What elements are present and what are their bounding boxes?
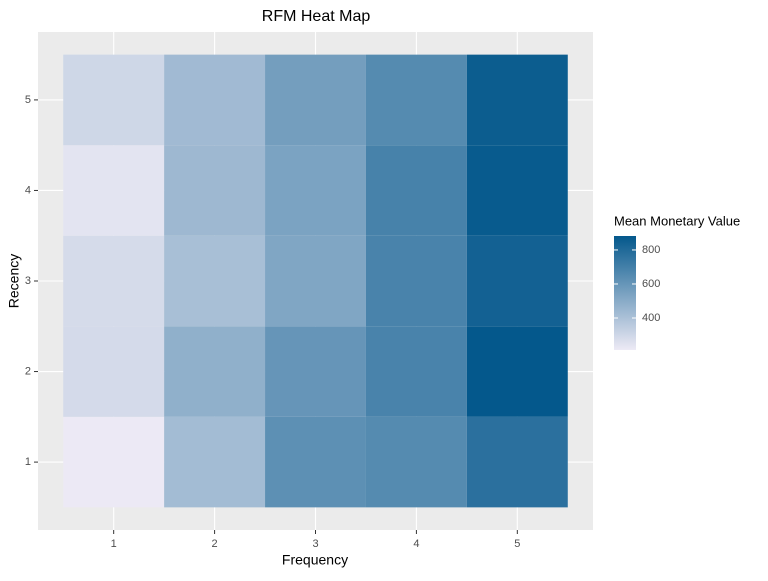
heat-cell xyxy=(63,54,165,146)
legend-tick-label: 800 xyxy=(642,244,660,256)
heat-cell xyxy=(265,54,366,146)
heat-cell xyxy=(164,416,266,508)
y-tick-label: 2 xyxy=(25,365,31,377)
heat-cell xyxy=(164,326,266,417)
x-axis-label: Frequency xyxy=(282,552,348,568)
heat-cell xyxy=(63,326,165,417)
legend-colorbar xyxy=(614,236,636,350)
heat-cell xyxy=(164,54,266,146)
heat-cell xyxy=(265,145,366,236)
heat-cell xyxy=(365,54,467,146)
y-axis-label: Recency xyxy=(6,254,22,308)
x-tick-label: 1 xyxy=(111,538,117,550)
heat-cell xyxy=(63,416,165,508)
heat-cell xyxy=(365,235,467,327)
heat-cell xyxy=(466,326,568,417)
heat-cell xyxy=(164,235,266,327)
heat-cell xyxy=(466,416,568,508)
x-tick-label: 5 xyxy=(514,538,520,550)
heat-cell xyxy=(265,326,366,417)
heat-cell xyxy=(164,145,266,236)
heat-cell xyxy=(63,235,165,327)
x-tick-label: 3 xyxy=(312,538,318,550)
legend-tick-label: 400 xyxy=(642,312,660,324)
heat-cell xyxy=(365,326,467,417)
y-tick-label: 5 xyxy=(25,94,31,106)
heat-cell xyxy=(365,145,467,236)
legend-tick-label: 600 xyxy=(642,278,660,290)
heat-cell xyxy=(466,54,568,146)
heat-cell xyxy=(265,416,366,508)
chart-title: RFM Heat Map xyxy=(262,8,371,25)
y-tick-label: 1 xyxy=(25,456,31,468)
legend-title: Mean Monetary Value xyxy=(614,213,740,228)
heat-cell xyxy=(466,235,568,327)
heat-cell xyxy=(63,145,165,236)
y-tick-label: 4 xyxy=(25,184,31,196)
heat-cell xyxy=(466,145,568,236)
x-tick-label: 2 xyxy=(212,538,218,550)
heat-cell xyxy=(265,235,366,327)
y-tick-label: 3 xyxy=(25,275,31,287)
x-tick-label: 4 xyxy=(413,538,419,550)
heat-cell xyxy=(365,416,467,508)
